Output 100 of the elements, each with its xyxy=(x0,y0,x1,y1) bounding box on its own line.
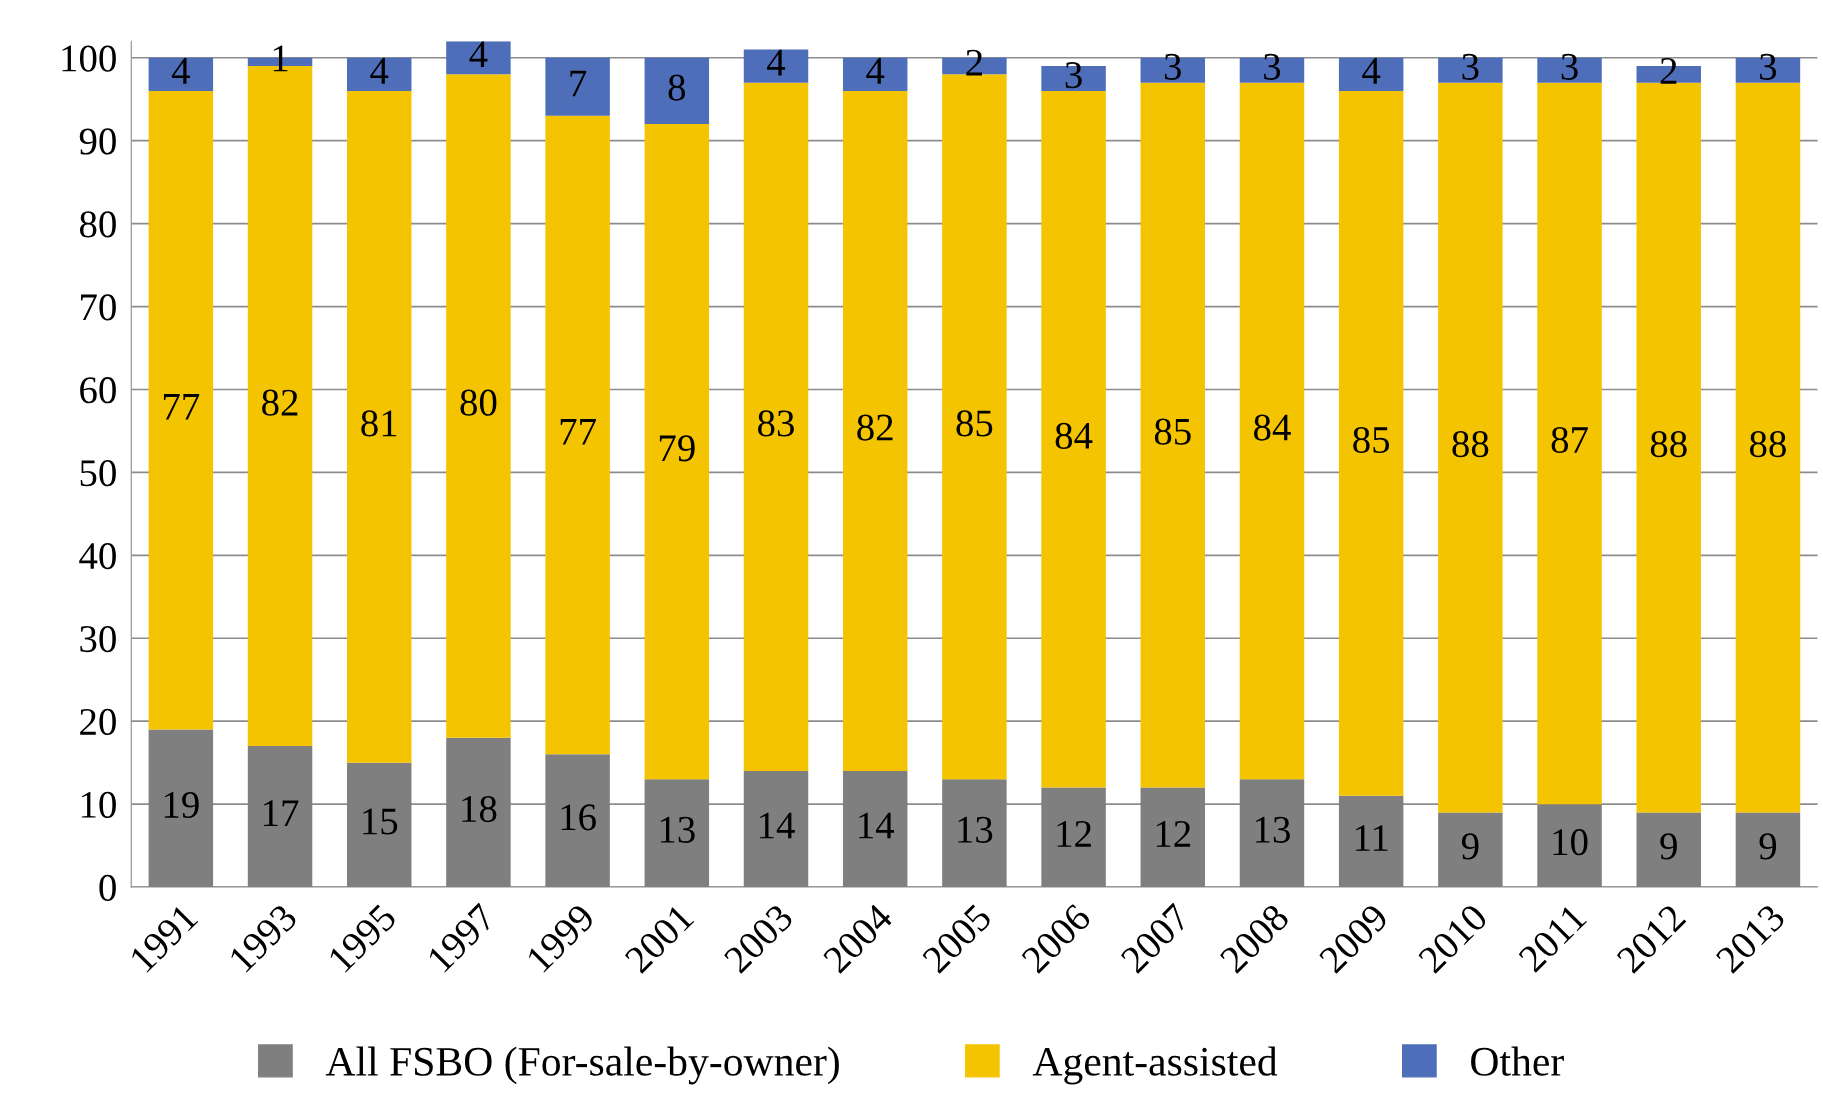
data-label: 4 xyxy=(171,58,190,84)
data-label: 77 xyxy=(163,394,200,420)
y-tick-label: 20 xyxy=(80,708,116,736)
data-label: 12 xyxy=(1156,820,1191,847)
data-label: 15 xyxy=(363,808,398,835)
data-label: 3 xyxy=(1164,53,1181,80)
data-label: 3 xyxy=(1462,53,1479,80)
data-label: 77 xyxy=(560,418,596,445)
data-label: 81 xyxy=(361,410,397,437)
data-label: 10 xyxy=(1553,829,1588,856)
bar xyxy=(1438,82,1503,813)
data-label: 85 xyxy=(956,410,993,437)
data-label: 3 xyxy=(1760,53,1777,80)
bar xyxy=(1239,779,1305,888)
bar xyxy=(545,754,610,888)
legend-label: All FSBO (For-sale-by-owner) xyxy=(325,1046,839,1085)
data-label: 4 xyxy=(866,58,885,84)
data-label: 84 xyxy=(1254,414,1291,441)
bar xyxy=(842,90,908,771)
data-label: 13 xyxy=(660,816,695,843)
data-label: 80 xyxy=(460,389,497,416)
data-label: 14 xyxy=(759,812,795,839)
y-tick-label: 10 xyxy=(81,791,116,819)
bar xyxy=(842,57,908,91)
bar xyxy=(644,124,710,780)
bar xyxy=(743,49,809,83)
data-label: 4 xyxy=(469,41,488,68)
bar xyxy=(1140,787,1206,888)
data-label: 82 xyxy=(857,414,893,441)
bar xyxy=(743,82,809,771)
data-label: 14 xyxy=(859,812,895,839)
data-label: 88 xyxy=(1650,431,1687,458)
data-label: 16 xyxy=(561,804,596,831)
bar xyxy=(446,41,511,75)
bar xyxy=(446,74,511,738)
bar xyxy=(1338,90,1404,796)
bar xyxy=(446,737,511,888)
bar xyxy=(1239,82,1305,780)
bar xyxy=(1140,82,1206,788)
data-label: 79 xyxy=(659,435,695,462)
y-tick-label: 40 xyxy=(79,542,116,570)
data-label: 87 xyxy=(1551,426,1588,454)
data-label: 3 xyxy=(1561,53,1578,80)
data-label: 19 xyxy=(164,791,199,819)
data-label: 88 xyxy=(1452,431,1489,458)
bar xyxy=(545,115,610,755)
data-label: 7 xyxy=(570,70,587,97)
data-label: 8 xyxy=(668,74,686,101)
data-label: 17 xyxy=(264,800,299,826)
bar xyxy=(1438,812,1503,888)
legend-label: Other xyxy=(1471,1046,1564,1076)
data-label: 84 xyxy=(1055,422,1093,449)
bar xyxy=(1338,795,1404,888)
bar xyxy=(942,74,1007,780)
bar xyxy=(148,729,214,888)
data-label: 18 xyxy=(462,795,497,823)
bar xyxy=(1735,812,1801,888)
data-label: 9 xyxy=(1660,833,1677,860)
bar xyxy=(347,90,412,763)
data-label: 2 xyxy=(966,49,982,76)
bar xyxy=(1636,82,1701,813)
data-label: 3 xyxy=(1264,53,1281,80)
data-label: 82 xyxy=(262,389,298,416)
data-label: 11 xyxy=(1355,825,1388,851)
bar xyxy=(1537,804,1602,888)
y-tick-label: 70 xyxy=(81,294,116,321)
bar xyxy=(545,57,610,116)
bar xyxy=(644,57,710,125)
x-tick-label: 2011 xyxy=(1517,903,1588,974)
y-tick-label: 0 xyxy=(99,874,116,901)
y-tick-label: 30 xyxy=(80,625,116,653)
data-label: 83 xyxy=(758,410,794,437)
bar xyxy=(743,770,809,888)
bar xyxy=(148,57,214,91)
bar xyxy=(1041,787,1106,888)
legend-label: Agent-assisted xyxy=(1032,1046,1278,1085)
data-label: 9 xyxy=(1461,833,1479,860)
data-label: 85 xyxy=(1353,426,1390,454)
data-label: 9 xyxy=(1759,833,1777,860)
bar xyxy=(247,746,313,888)
bar xyxy=(1041,90,1106,788)
data-label: 88 xyxy=(1749,431,1786,458)
bar xyxy=(842,770,908,888)
bar xyxy=(644,779,710,888)
bar xyxy=(148,90,214,730)
y-tick-label: 60 xyxy=(80,377,116,404)
bar xyxy=(942,779,1007,888)
data-label: 85 xyxy=(1154,418,1191,445)
y-tick-label: 50 xyxy=(80,460,116,487)
bar xyxy=(347,57,412,91)
data-label: 13 xyxy=(958,816,993,843)
y-tick-label: 80 xyxy=(79,211,116,238)
bar xyxy=(1636,812,1701,888)
data-label: 13 xyxy=(1255,816,1290,843)
y-tick-label: 90 xyxy=(79,128,116,155)
data-label: 3 xyxy=(1065,62,1082,89)
y-tick-label: 100 xyxy=(62,45,116,72)
data-label: 4 xyxy=(767,49,786,76)
data-label: 4 xyxy=(370,58,389,84)
x-tick-label: 1991 xyxy=(129,903,199,973)
